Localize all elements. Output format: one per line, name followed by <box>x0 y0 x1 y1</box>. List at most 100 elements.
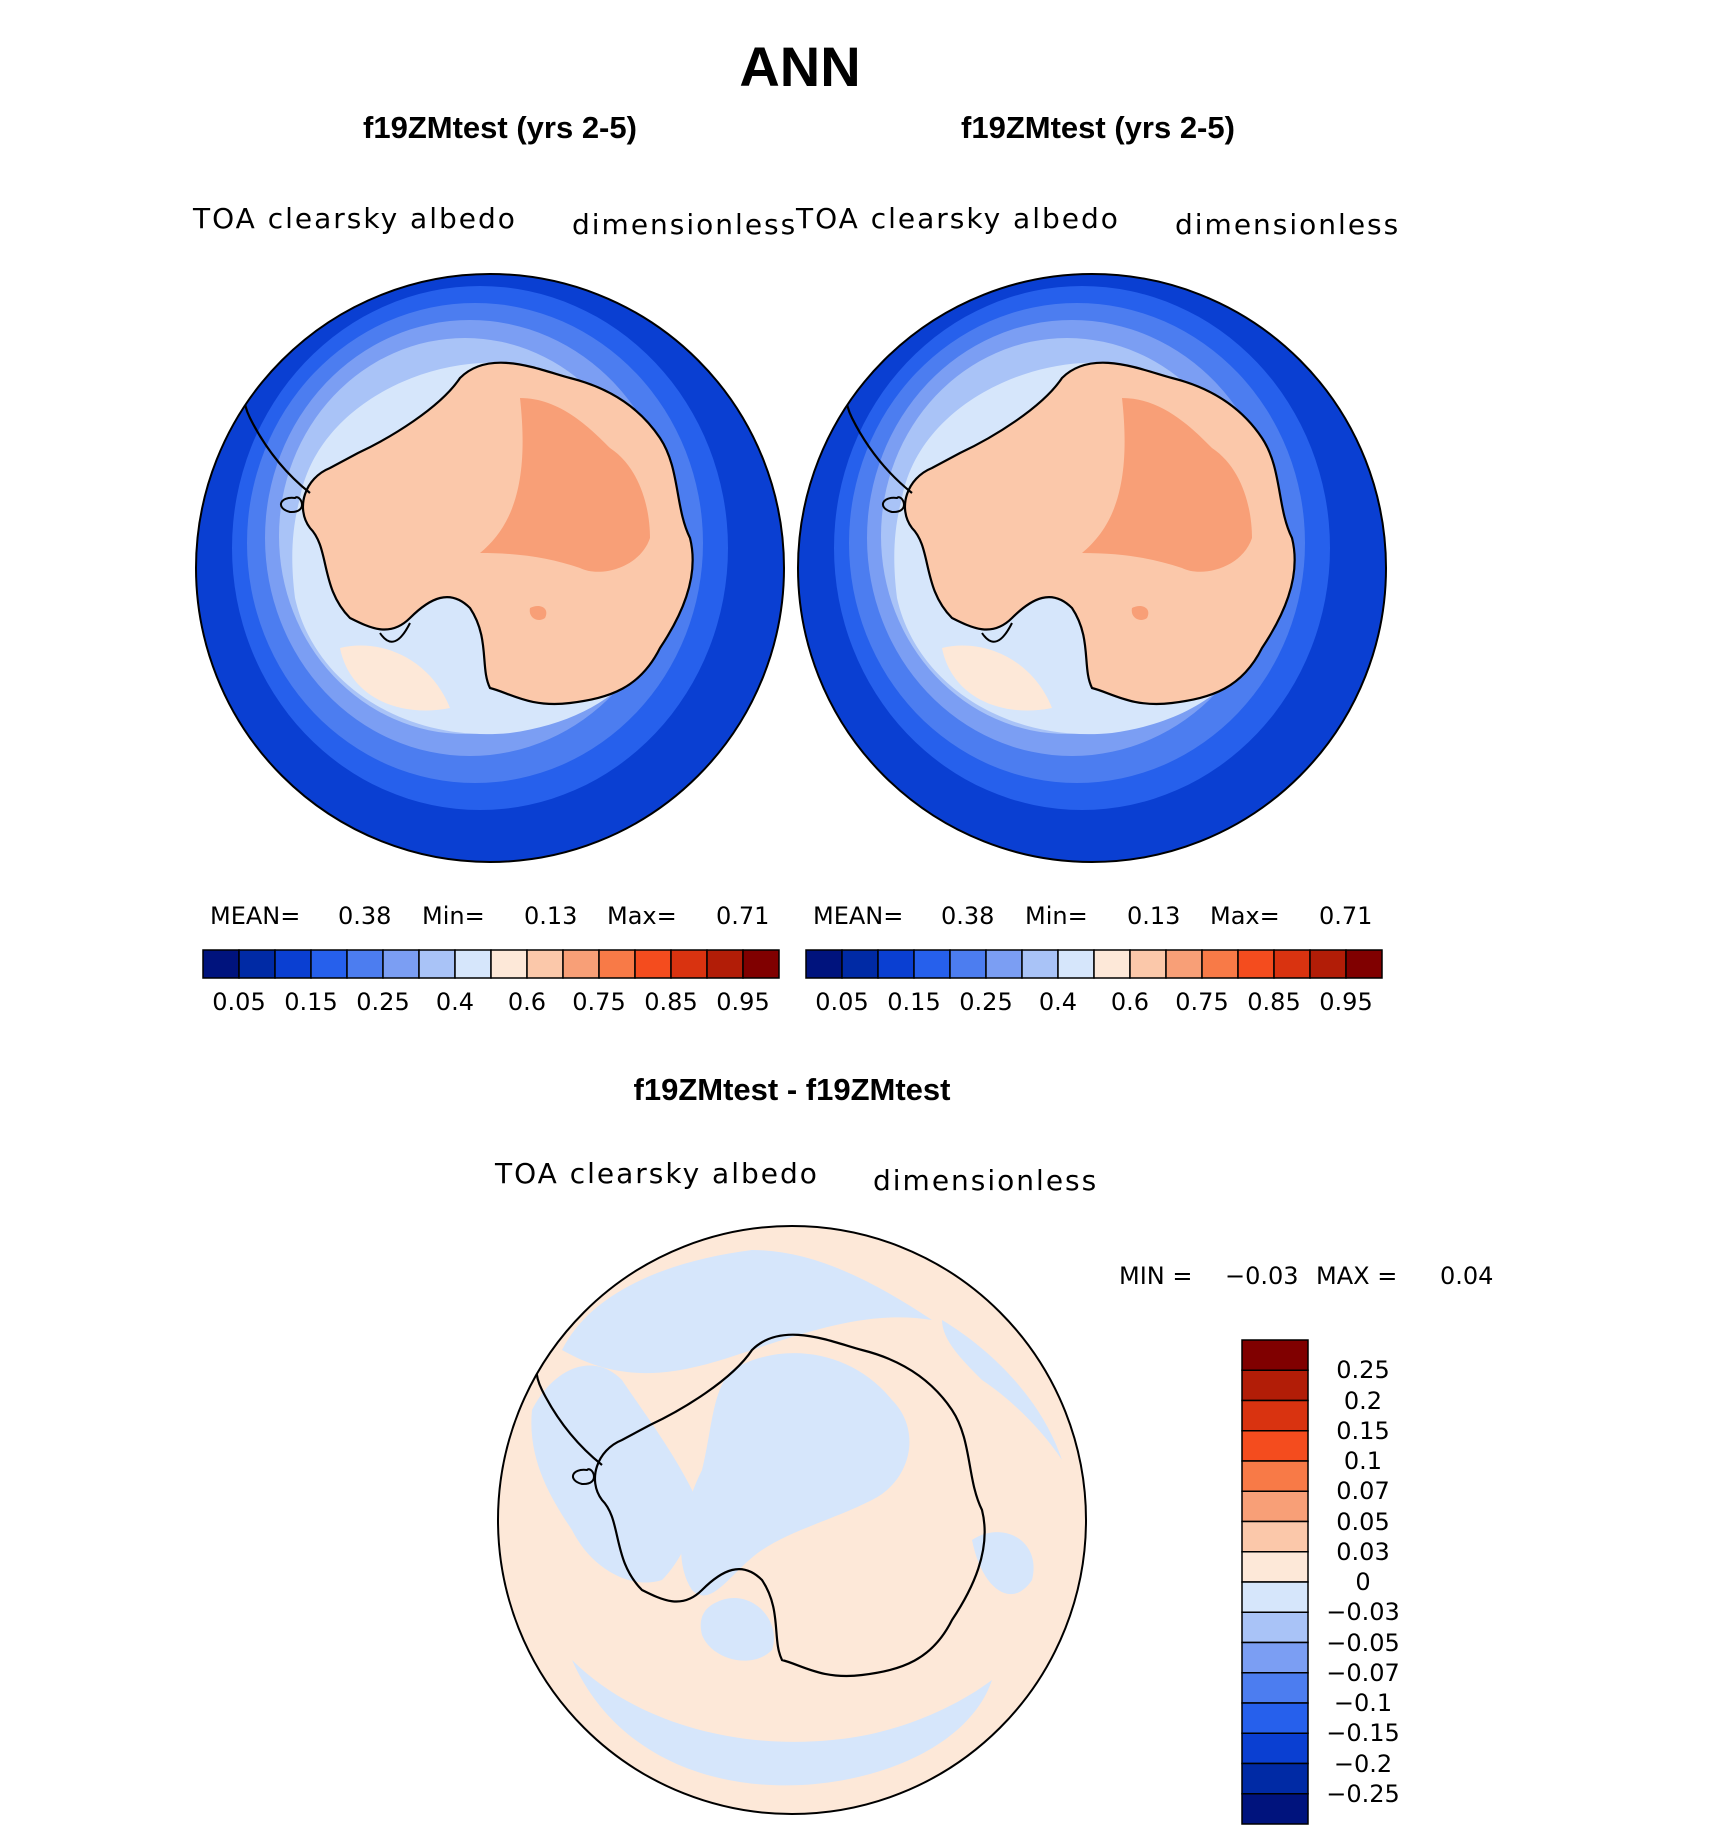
panel-3-colorbar-tick-label: 0.03 <box>1336 1537 1390 1566</box>
panel-3-colorbar-swatch <box>1241 1641 1309 1674</box>
panel-1-colorbar-swatch <box>562 949 600 979</box>
panel-2-colorbar <box>805 949 1383 979</box>
panel-2-colorbar-tick-label: 0.25 <box>959 988 1013 1016</box>
panel-1-colorbar-swatch <box>706 949 744 979</box>
panel-3-colorbar-tick-label: 0.15 <box>1336 1416 1390 1445</box>
panel-1-colorbar-swatch <box>634 949 672 979</box>
panel-2-variable-label: TOA clearsky albedo <box>796 202 1120 235</box>
panel-2-min-value: 0.13 <box>1127 902 1181 930</box>
panel-3-colorbar-swatch <box>1241 1369 1309 1402</box>
panel-2-colorbar-swatch <box>1273 949 1311 979</box>
panel-2-colorbar-swatch <box>949 949 987 979</box>
panel-3-colorbar-tick-label: 0.2 <box>1343 1386 1383 1415</box>
panel-2-case-title: f19ZMtest (yrs 2-5) <box>961 110 1235 145</box>
panel-3-colorbar-tick-label: −0.15 <box>1326 1719 1400 1748</box>
panel-1-colorbar <box>202 949 780 979</box>
panel-3-colorbar-tick-label: 0.1 <box>1343 1447 1383 1475</box>
panel-1-case-title: f19ZMtest (yrs 2-5) <box>363 110 637 145</box>
panel-1-colorbar-tick-label: 0.75 <box>572 988 626 1016</box>
panel-2-max-value: 0.71 <box>1319 902 1373 930</box>
panel-3-colorbar-tick-label: 0.05 <box>1336 1507 1390 1536</box>
panel-3-max-value: 0.04 <box>1440 1262 1494 1290</box>
panel-2-max-label: Max= <box>1210 902 1280 930</box>
panel-3-colorbar-swatch <box>1241 1399 1309 1432</box>
panel-1-colorbar-swatch <box>382 949 420 979</box>
panel-1-colorbar-tick-label: 0.6 <box>507 988 547 1016</box>
panel-3-colorbar-swatch <box>1241 1460 1309 1492</box>
panel-2-colorbar-swatch <box>1309 949 1347 979</box>
panel-1-colorbar-swatch <box>490 949 528 979</box>
panel-2-colorbar-swatch <box>913 949 951 979</box>
panel-2-colorbar-tick-label: 0.75 <box>1175 988 1229 1016</box>
panel-3-min-label: MIN = <box>1119 1262 1193 1290</box>
panel-2-mean-value: 0.38 <box>941 902 995 930</box>
panel-2-colorbar-swatch <box>841 949 879 979</box>
panel-2-colorbar-tick-label: 0.85 <box>1247 988 1301 1016</box>
panel-3-colorbar-swatch <box>1241 1520 1309 1553</box>
panel-2-map <box>797 273 1387 863</box>
panel-3-colorbar-swatch <box>1241 1702 1309 1734</box>
panel-1-colorbar-swatch <box>418 949 456 979</box>
panel-3-colorbar-swatch <box>1241 1339 1309 1371</box>
panel-2-min-label: Min= <box>1025 902 1088 930</box>
panel-3-colorbar-tick-label: 0.25 <box>1336 1356 1390 1385</box>
panel-1-colorbar-swatch <box>274 949 312 979</box>
panel-1-variable-label: TOA clearsky albedo <box>193 202 517 235</box>
panel-3-colorbar-tick-label: −0.03 <box>1326 1598 1400 1627</box>
panel-2-colorbar-tick-label: 0.05 <box>815 988 869 1016</box>
panel-2-colorbar-tick-label: 0.95 <box>1319 988 1373 1016</box>
panel-1-mean-value: 0.38 <box>338 902 392 930</box>
panel-3-colorbar-swatch <box>1241 1793 1309 1825</box>
panel-3-variable-label: TOA clearsky albedo <box>495 1157 819 1190</box>
panel-2-colorbar-swatch <box>1165 949 1203 979</box>
panel-3-colorbar <box>1241 1339 1309 1825</box>
panel-1-colorbar-tick-label: 0.05 <box>212 988 266 1016</box>
panel-1-max-value: 0.71 <box>716 902 770 930</box>
panel-1-colorbar-swatch <box>742 949 780 979</box>
panel-3-min-value: −0.03 <box>1225 1262 1299 1290</box>
panel-3-colorbar-tick-label: −0.1 <box>1333 1689 1393 1717</box>
panel-3-colorbar-swatch <box>1241 1611 1309 1644</box>
panel-3-colorbar-tick-label: 0 <box>1355 1568 1371 1596</box>
panel-1-colorbar-tick-label: 0.15 <box>284 988 338 1016</box>
panel-2-colorbar-swatch <box>1129 949 1167 979</box>
panel-1-colorbar-swatch <box>670 949 708 979</box>
panel-1-map <box>195 273 785 863</box>
panel-2-mean-label: MEAN= <box>813 902 904 930</box>
panel-2-colorbar-swatch <box>1057 949 1095 979</box>
panel-2-colorbar-swatch <box>1237 949 1275 979</box>
panel-1-colorbar-swatch <box>310 949 348 979</box>
panel-2-colorbar-tick-label: 0.4 <box>1038 988 1078 1016</box>
panel-3-colorbar-swatch <box>1241 1732 1309 1765</box>
panel-2-colorbar-swatch <box>877 949 915 979</box>
panel-3-map <box>497 1225 1087 1815</box>
panel-2-colorbar-swatch <box>805 949 843 979</box>
panel-1-colorbar-swatch <box>238 949 276 979</box>
panel-1-colorbar-swatch <box>598 949 636 979</box>
panel-1-colorbar-tick-label: 0.85 <box>644 988 698 1016</box>
panel-2-colorbar-tick-label: 0.15 <box>887 988 941 1016</box>
panel-3-colorbar-tick-label: −0.07 <box>1326 1658 1400 1687</box>
panel-2-colorbar-tick-label: 0.6 <box>1110 988 1150 1016</box>
panel-3-colorbar-swatch <box>1241 1581 1309 1613</box>
panel-1-colorbar-swatch <box>526 949 564 979</box>
panel-2-colorbar-swatch <box>1201 949 1239 979</box>
panel-1-colorbar-swatch <box>454 949 492 979</box>
panel-3-case-title: f19ZMtest - f19ZMtest <box>633 1072 951 1107</box>
panel-3-colorbar-tick-label: 0.07 <box>1336 1477 1390 1506</box>
panel-3-colorbar-tick-label: −0.2 <box>1333 1749 1393 1778</box>
panel-1-colorbar-tick-label: 0.25 <box>356 988 410 1016</box>
panel-3-colorbar-swatch <box>1241 1762 1309 1795</box>
panel-1-colorbar-tick-label: 0.4 <box>435 988 475 1016</box>
panel-1-colorbar-swatch <box>346 949 384 979</box>
panel-1-units-label: dimensionless <box>572 208 798 241</box>
panel-3-colorbar-swatch <box>1241 1551 1309 1583</box>
panel-1-colorbar-swatch <box>202 949 240 979</box>
panel-3-colorbar-tick-label: −0.05 <box>1326 1628 1400 1657</box>
panel-1-mean-label: MEAN= <box>210 902 301 930</box>
panel-3-colorbar-swatch <box>1241 1490 1309 1523</box>
panel-1-min-label: Min= <box>422 902 485 930</box>
panel-3-max-label: MAX = <box>1316 1262 1398 1290</box>
panel-3-units-label: dimensionless <box>873 1164 1099 1197</box>
panel-2-units-label: dimensionless <box>1175 208 1401 241</box>
